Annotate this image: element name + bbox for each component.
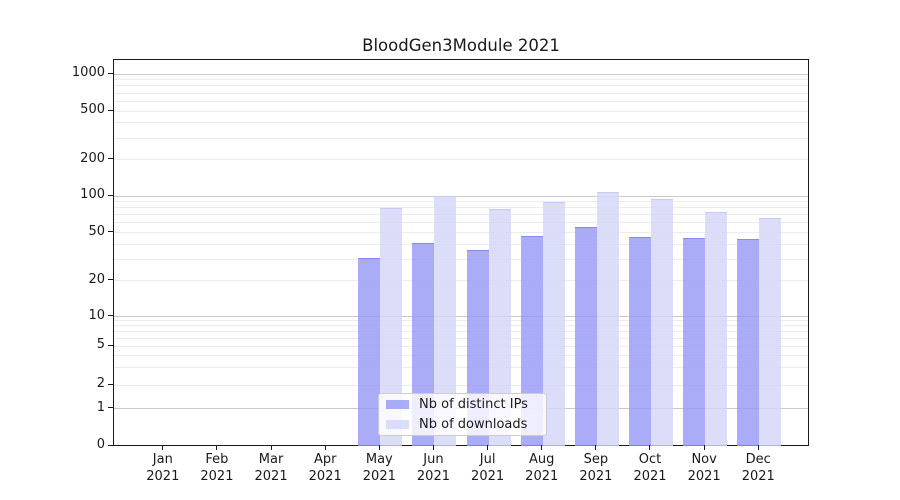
gridline-minor — [114, 320, 808, 322]
y-tickmark — [108, 383, 113, 385]
bar-downloads-dec — [759, 217, 782, 446]
legend-item-distinct-ips: Nb of distinct IPs — [386, 397, 546, 412]
gridline-minor — [114, 367, 808, 369]
gridline-minor — [114, 331, 808, 333]
x-tick-label: Dec 2021 — [741, 452, 775, 484]
y-tick-label: 1000 — [71, 65, 105, 80]
bar-downloads-may — [380, 207, 403, 446]
bar-distinct-ips-dec — [737, 239, 760, 446]
bar-downloads-jul — [488, 208, 511, 446]
gridline-minor — [114, 325, 808, 327]
y-tickmark — [108, 109, 113, 111]
y-tick-label: 200 — [80, 150, 105, 166]
bar-downloads-jun — [434, 196, 457, 446]
gridline-minor — [114, 337, 808, 339]
y-tickmark — [108, 231, 113, 232]
y-tick-label: 100 — [80, 187, 105, 203]
legend-swatch-distinct-ips-icon — [386, 400, 409, 409]
x-tickmark — [216, 445, 218, 450]
x-tick-label: Sep 2021 — [579, 452, 613, 484]
legend-label-downloads: Nb of downloads — [419, 417, 528, 432]
x-tick-label: Jun 2021 — [416, 452, 450, 484]
gridline-minor — [114, 354, 808, 356]
x-tickmark — [378, 445, 380, 450]
legend: Nb of distinct IPs Nb of downloads — [378, 393, 547, 436]
bar-downloads-nov — [705, 211, 728, 446]
x-tick-label: Oct 2021 — [633, 452, 667, 484]
x-tickmark — [595, 445, 597, 450]
x-tick-label: Apr 2021 — [308, 452, 342, 484]
gridline-minor — [114, 214, 808, 216]
x-tickmark — [432, 445, 434, 450]
gridline-minor — [114, 280, 808, 281]
gridline-minor — [114, 100, 808, 102]
x-tick-label: Nov 2021 — [687, 452, 721, 484]
gridline-minor — [114, 384, 808, 386]
legend-label-distinct-ips: Nb of distinct IPs — [419, 397, 528, 412]
bar-distinct-ips-oct — [628, 236, 651, 446]
y-tickmark — [108, 444, 113, 446]
x-tickmark — [757, 445, 759, 450]
gridline-minor — [114, 243, 808, 245]
bar-downloads-sep — [596, 192, 619, 446]
gridline-minor — [114, 345, 808, 347]
bar-distinct-ips-nov — [683, 238, 706, 446]
x-tickmark — [270, 445, 272, 450]
chart-title: BloodGen3Module 2021 — [362, 36, 560, 55]
y-tickmark — [108, 194, 113, 196]
plot-area — [113, 59, 809, 446]
gridline-minor — [114, 232, 808, 233]
x-tickmark — [649, 445, 651, 450]
legend-swatch-downloads-icon — [386, 420, 409, 429]
gridline-minor — [114, 92, 808, 94]
gridline-minor — [114, 201, 808, 203]
x-tickmark — [324, 445, 326, 450]
y-tickmark — [108, 158, 113, 160]
gridline-minor — [114, 207, 808, 209]
x-tickmark — [487, 445, 489, 450]
bar-downloads-oct — [650, 198, 673, 446]
y-tickmark — [108, 279, 113, 280]
x-tick-label: Jan 2021 — [146, 452, 180, 484]
legend-item-downloads: Nb of downloads — [386, 417, 546, 432]
x-tickmark — [162, 445, 164, 450]
gridline-minor — [114, 79, 808, 81]
gridline-minor — [114, 122, 808, 124]
x-tick-label: Aug 2021 — [525, 452, 559, 484]
y-tick-label: 5 — [96, 337, 105, 352]
y-tickmark — [108, 72, 113, 74]
gridline-major — [114, 195, 808, 197]
y-tick-label: 1 — [96, 399, 105, 415]
gridline-major — [114, 73, 808, 75]
x-tickmark — [703, 445, 705, 450]
gridline-minor — [114, 159, 808, 161]
y-tick-label: 0 — [96, 437, 105, 452]
x-tickmark — [541, 445, 543, 450]
y-tick-label: 2 — [96, 376, 105, 391]
x-tick-label: May 2021 — [362, 452, 396, 484]
y-tickmark — [108, 407, 113, 408]
gridline-minor — [114, 222, 808, 224]
gridline-minor — [114, 258, 808, 260]
y-tick-label: 50 — [88, 223, 105, 239]
x-tick-label: Jul 2021 — [471, 452, 505, 484]
y-tick-label: 10 — [88, 307, 105, 323]
y-tick-label: 20 — [88, 271, 105, 287]
x-tick-label: Mar 2021 — [254, 452, 288, 484]
gridline-minor — [114, 85, 808, 87]
y-tick-label: 500 — [80, 102, 105, 118]
y-tickmark — [108, 315, 113, 316]
x-tick-label: Feb 2021 — [200, 452, 234, 484]
gridline-minor — [114, 110, 808, 112]
y-tickmark — [108, 344, 113, 346]
bar-downloads-aug — [542, 201, 565, 446]
gridline-minor — [114, 137, 808, 139]
bar-distinct-ips-sep — [574, 226, 597, 446]
bar-distinct-ips-may — [358, 257, 381, 446]
gridline-major — [114, 316, 808, 317]
